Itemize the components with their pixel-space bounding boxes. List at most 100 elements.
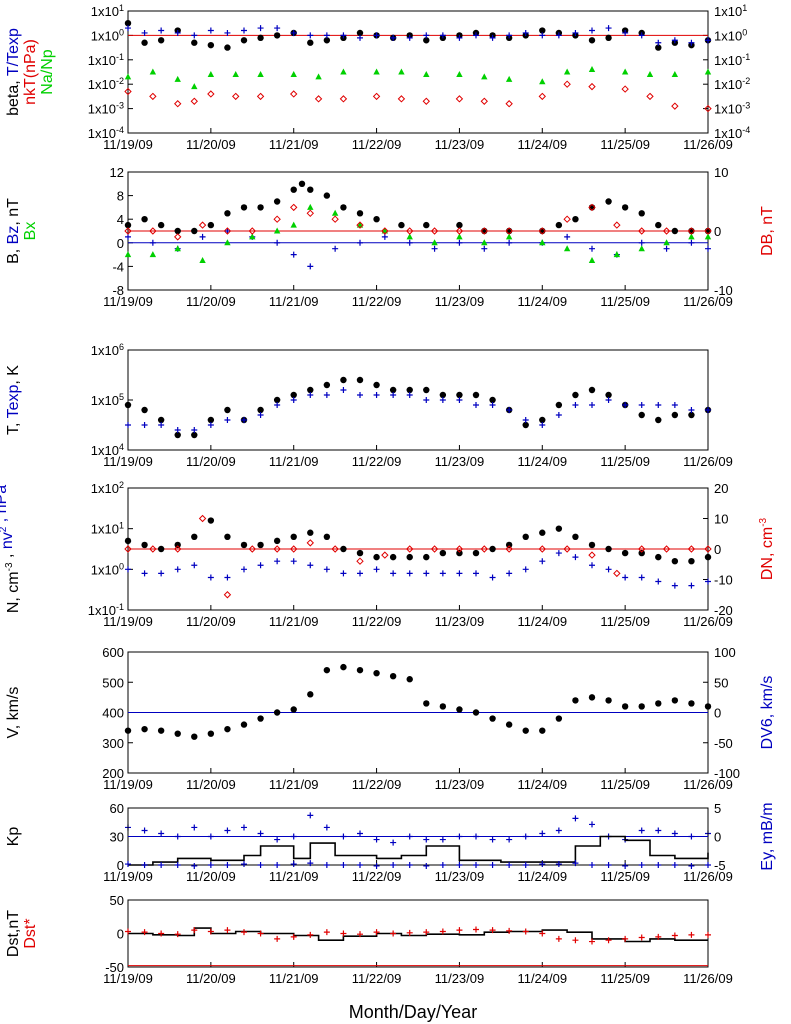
data-point — [257, 562, 264, 569]
data-point — [307, 691, 314, 698]
data-point — [240, 37, 248, 44]
data-point — [423, 929, 430, 936]
x-tick-label: 11/21/09 — [269, 869, 319, 884]
data-point — [671, 862, 678, 868]
data-point — [174, 431, 181, 439]
data-point — [489, 715, 496, 722]
data-point — [456, 391, 463, 399]
data-point — [191, 533, 198, 540]
data-point — [539, 227, 546, 235]
data-point — [563, 545, 571, 553]
data-point — [439, 32, 446, 39]
data-point — [232, 92, 240, 101]
data-point — [315, 73, 322, 80]
data-point — [555, 32, 562, 39]
data-point — [241, 417, 247, 423]
data-point — [157, 545, 165, 553]
data-point — [489, 396, 496, 404]
data-point — [638, 574, 645, 581]
data-point — [539, 416, 546, 424]
data-point — [481, 239, 488, 246]
data-point — [158, 862, 165, 868]
data-point — [456, 570, 463, 577]
data-point — [406, 570, 413, 577]
data-point — [456, 221, 463, 229]
data-point — [323, 929, 330, 936]
data-point — [190, 97, 198, 105]
data-point — [174, 227, 181, 235]
data-point — [439, 549, 447, 557]
x-tick-label: 11/23/09 — [435, 869, 485, 884]
data-point — [613, 569, 621, 578]
data-point — [141, 422, 148, 428]
data-point — [124, 727, 132, 734]
data-point — [290, 186, 297, 193]
data-point — [539, 558, 546, 565]
data-point — [671, 697, 679, 704]
data-point — [589, 821, 595, 828]
data-point — [290, 933, 297, 940]
data-point — [224, 862, 231, 868]
right-tick-label: 5 — [714, 801, 721, 816]
data-point — [588, 551, 596, 559]
data-point — [207, 221, 215, 229]
data-point — [157, 727, 165, 734]
data-point — [655, 862, 662, 868]
right-tick-label: 10 — [714, 512, 728, 527]
data-point — [224, 210, 231, 217]
data-point — [588, 66, 596, 73]
data-point — [704, 227, 712, 235]
x-tick-label: 11/25/09 — [600, 971, 650, 986]
data-point — [323, 37, 331, 44]
data-point — [373, 669, 380, 677]
data-point — [473, 926, 479, 933]
data-point — [705, 245, 711, 252]
data-point — [613, 221, 621, 229]
data-point — [158, 422, 165, 428]
data-point — [199, 257, 206, 263]
data-point — [241, 566, 247, 573]
data-point — [439, 836, 446, 843]
data-point — [290, 90, 298, 98]
y-tick-label: 1x100 — [91, 561, 124, 577]
data-point — [141, 216, 148, 223]
data-point — [307, 263, 314, 270]
data-point — [589, 862, 595, 868]
right-tick-label: 0 — [714, 224, 721, 239]
data-point — [323, 381, 331, 389]
data-point — [257, 541, 264, 549]
data-point — [663, 239, 670, 246]
data-point — [125, 25, 131, 32]
y-tick-label: 300 — [102, 736, 124, 751]
x-tick-label: 11/25/09 — [600, 137, 650, 152]
data-point — [356, 666, 364, 674]
data-point — [224, 827, 231, 834]
x-tick-label: 11/22/09 — [352, 454, 402, 469]
data-point — [423, 836, 430, 843]
data-point — [174, 566, 181, 573]
data-point — [290, 558, 297, 565]
data-point — [638, 545, 646, 553]
data-point — [522, 928, 529, 935]
data-point — [389, 386, 397, 394]
data-point — [522, 727, 529, 734]
data-point — [290, 203, 298, 212]
x-tick-label: 11/19/09 — [103, 777, 153, 792]
right-tick-label: -20 — [714, 603, 733, 618]
data-point — [538, 227, 546, 235]
data-point — [174, 233, 182, 241]
right-axis-label: DB, nT — [759, 206, 776, 256]
data-point — [439, 862, 446, 868]
y-tick-label: 1x10-1 — [88, 52, 124, 68]
data-point — [207, 27, 214, 34]
data-point — [638, 245, 645, 252]
data-point — [306, 539, 314, 547]
y-axis-label: B, Bz, nT — [5, 198, 22, 264]
data-point — [613, 251, 621, 258]
data-point — [307, 931, 314, 938]
panel-p6: 0 30 60 -5 0 5 11/19/09 11/20/09 11/21/09 11/22/0… — [5, 801, 776, 884]
data-point — [306, 209, 314, 218]
data-point — [373, 392, 380, 398]
data-point — [191, 824, 198, 831]
data-point — [655, 578, 662, 585]
